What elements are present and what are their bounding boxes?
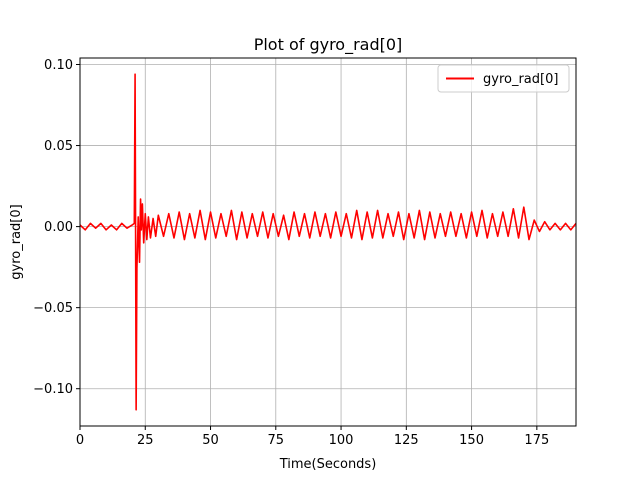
legend-box — [437, 64, 570, 93]
x-tick-label: 50 — [202, 433, 219, 448]
x-tick-label: 150 — [459, 433, 484, 448]
x-axis: 0 25 50 75 100 125 150 175 — [76, 426, 549, 448]
chart-title: Plot of gyro_rad[0] — [254, 35, 403, 55]
legend: gyro_rad[0] — [437, 64, 570, 93]
plot-frame — [79, 57, 577, 427]
x-tick-label: 175 — [524, 433, 549, 448]
y-axis: −0.10 −0.05 0.00 0.05 0.10 — [33, 58, 80, 397]
x-tick-label: 75 — [268, 433, 285, 448]
plot-area — [80, 73, 576, 411]
y-tick-label: −0.05 — [33, 301, 73, 316]
y-axis-label: gyro_rad[0] — [9, 204, 24, 279]
legend-label: gyro_rad[0] — [483, 72, 558, 87]
x-tick-label: 125 — [394, 433, 419, 448]
y-tick-label: 0.05 — [44, 139, 73, 154]
x-tick-label: 0 — [76, 433, 84, 448]
x-tick-label: 25 — [137, 433, 154, 448]
series-line — [80, 73, 576, 411]
y-tick-label: 0.10 — [44, 58, 73, 73]
x-tick-label: 100 — [329, 433, 354, 448]
y-tick-label: 0.00 — [44, 220, 73, 235]
y-tick-label: −0.10 — [33, 382, 73, 397]
x-axis-label: Time(Seconds) — [279, 457, 377, 472]
